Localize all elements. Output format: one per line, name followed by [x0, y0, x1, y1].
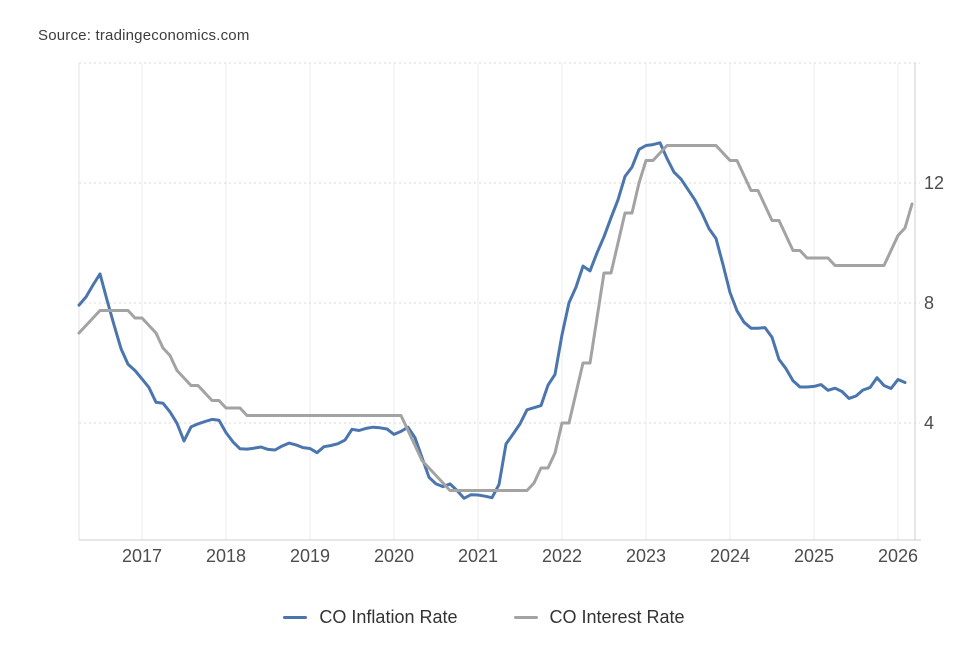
interest-line-swatch — [513, 616, 538, 619]
series-line-inflation[interactable] — [77, 141, 907, 500]
y-tick-label: 4 — [924, 413, 934, 433]
x-tick-label: 2021 — [458, 546, 498, 566]
x-tick-label: 2020 — [374, 546, 414, 566]
x-tick-label: 2025 — [794, 546, 834, 566]
y-tick-label: 12 — [924, 173, 944, 193]
x-tick-label: 2023 — [626, 546, 666, 566]
x-tick-label: 2026 — [878, 546, 918, 566]
legend-item-interest[interactable]: CO Interest Rate — [513, 607, 685, 628]
legend-label-inflation: CO Inflation Rate — [319, 607, 458, 627]
series-line-interest[interactable] — [77, 144, 914, 492]
legend-label-interest: CO Interest Rate — [549, 607, 685, 627]
x-tick-label: 2017 — [122, 546, 162, 566]
x-tick-label: 2024 — [710, 546, 750, 566]
source-label: Source: tradingeconomics.com — [38, 27, 250, 44]
y-tick-label: 8 — [924, 293, 934, 313]
inflation-line-swatch — [283, 616, 308, 619]
x-tick-label: 2019 — [290, 546, 330, 566]
chart-legend: CO Inflation Rate CO Interest Rate — [0, 607, 968, 628]
legend-item-inflation[interactable]: CO Inflation Rate — [283, 607, 458, 628]
x-tick-label: 2018 — [206, 546, 246, 566]
x-tick-label: 2022 — [542, 546, 582, 566]
